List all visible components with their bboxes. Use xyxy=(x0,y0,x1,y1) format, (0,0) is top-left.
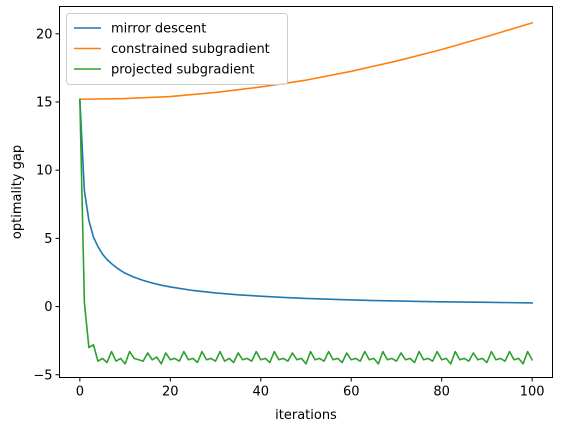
y-tick-label-5: 20 xyxy=(36,27,53,42)
x-tick-label-3: 60 xyxy=(343,385,360,400)
y-axis: −5 0 5 10 15 20 xyxy=(33,27,60,383)
legend-label-0: mirror descent xyxy=(111,22,206,37)
y-tick-label-2: 5 xyxy=(44,232,52,247)
x-tick-label-4: 80 xyxy=(433,385,450,400)
legend-label-1: constrained subgradient xyxy=(111,42,270,57)
series-line-1 xyxy=(79,21,534,101)
x-axis-label: iterations xyxy=(275,408,337,423)
legend-label-2: projected subgradient xyxy=(111,63,255,78)
x-tick-label-0: 0 xyxy=(76,385,84,400)
y-tick-label-3: 10 xyxy=(36,164,53,179)
x-tick-label-2: 40 xyxy=(252,385,269,400)
y-axis-label: optimality gap xyxy=(10,145,25,239)
x-axis: 0 20 40 60 80 100 xyxy=(76,377,545,400)
series-line-0 xyxy=(79,98,533,304)
y-tick-label-0: −5 xyxy=(33,368,52,383)
y-tick-label-1: 0 xyxy=(44,300,52,315)
plot-lines xyxy=(79,21,534,365)
y-tick-label-4: 15 xyxy=(36,95,53,110)
x-tick-label-5: 100 xyxy=(520,385,545,400)
legend: mirror descent constrained subgradient pro… xyxy=(66,13,288,85)
x-tick-label-1: 20 xyxy=(162,385,179,400)
legend-box xyxy=(66,13,288,85)
series-line-2 xyxy=(79,98,534,365)
plot-frame xyxy=(59,6,553,378)
